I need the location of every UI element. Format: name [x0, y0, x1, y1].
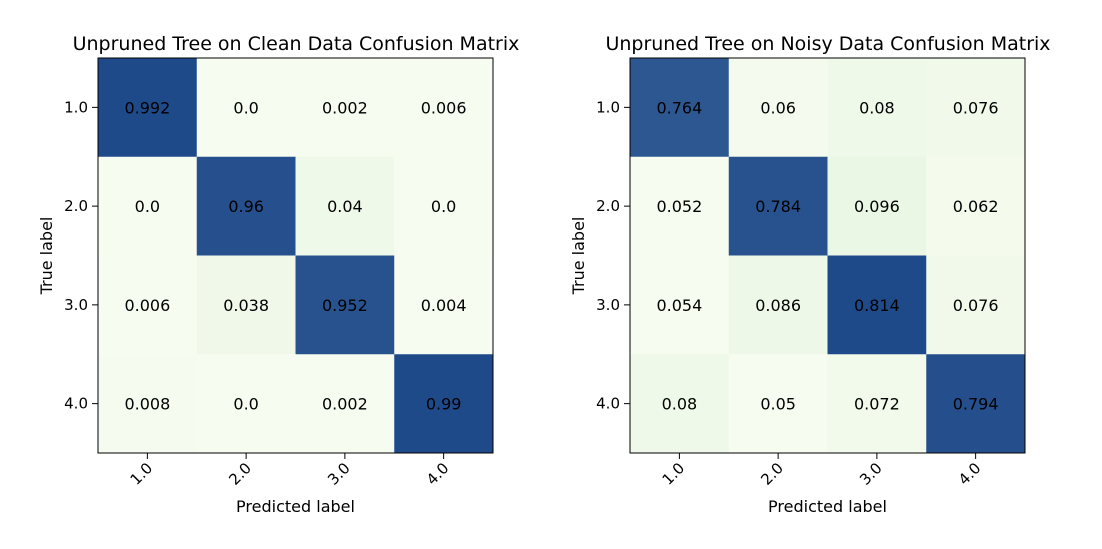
cell-value-label: 0.006 — [124, 296, 170, 315]
heatmap-cell — [98, 354, 198, 454]
cell-value-label: 0.054 — [656, 296, 702, 315]
y-tick-label: 4.0 — [596, 395, 620, 413]
cell-value-label: 0.794 — [953, 395, 999, 414]
x-tick-label: 4.0 — [423, 459, 453, 489]
cell-value-label: 0.06 — [760, 98, 796, 117]
heatmap-panel-1: Unpruned Tree on Clean Data Confusion Ma… — [37, 33, 519, 516]
cell-value-label: 0.096 — [854, 197, 900, 216]
cell-value-label: 0.0 — [135, 197, 160, 216]
heatmap-cell — [295, 354, 395, 454]
heatmap-cell — [196, 58, 296, 158]
plot-frame — [629, 57, 1026, 454]
heatmap-cell — [827, 255, 927, 355]
heatmap-cell — [728, 58, 828, 158]
cell-value-label: 0.08 — [859, 98, 895, 117]
cell-value-label: 0.04 — [327, 197, 363, 216]
cell-value-label: 0.062 — [953, 197, 999, 216]
heatmap-cell — [98, 255, 198, 355]
y-tick-label: 3.0 — [596, 296, 620, 314]
plot-frame — [97, 57, 494, 454]
x-tick-label: 3.0 — [324, 459, 354, 489]
y-tick-label: 1.0 — [64, 98, 88, 116]
heatmap-cell — [728, 156, 828, 256]
y-tick-label: 1.0 — [596, 98, 620, 116]
x-tick-label: 4.0 — [955, 459, 985, 489]
heatmap-panel-2: Unpruned Tree on Noisy Data Confusion Ma… — [569, 33, 1051, 516]
x-tick-label: 2.0 — [225, 459, 255, 489]
heatmap-cell — [394, 255, 494, 355]
y-tick-label: 3.0 — [64, 296, 88, 314]
x-axis-label: Predicted label — [236, 497, 355, 516]
chart-title: Unpruned Tree on Clean Data Confusion Ma… — [73, 33, 520, 55]
heatmap-cell — [827, 58, 927, 158]
cell-value-label: 0.076 — [953, 98, 999, 117]
cell-value-label: 0.0 — [233, 395, 258, 414]
heatmap-cell — [926, 255, 1026, 355]
heatmap-cell — [926, 58, 1026, 158]
cell-value-label: 0.038 — [223, 296, 269, 315]
heatmap-cell — [926, 354, 1026, 454]
cell-value-label: 0.814 — [854, 296, 900, 315]
heatmap-cell — [728, 255, 828, 355]
heatmap-cell — [295, 58, 395, 158]
x-tick-label: 1.0 — [127, 459, 157, 489]
cell-value-label: 0.0 — [233, 98, 258, 117]
heatmap-cell — [98, 156, 198, 256]
cell-value-label: 0.05 — [760, 395, 796, 414]
heatmap-cell — [394, 156, 494, 256]
y-tick-label: 2.0 — [596, 197, 620, 215]
cell-value-label: 0.764 — [656, 98, 702, 117]
heatmap-cell — [630, 354, 730, 454]
y-axis-label: True label — [37, 217, 56, 296]
heatmap-cell — [630, 255, 730, 355]
cell-value-label: 0.992 — [124, 98, 170, 117]
heatmap-cell — [295, 255, 395, 355]
y-tick-label: 4.0 — [64, 395, 88, 413]
heatmap-cell — [394, 354, 494, 454]
heatmap-cell — [926, 156, 1026, 256]
cell-value-label: 0.96 — [228, 197, 264, 216]
heatmap-cell — [98, 58, 198, 158]
heatmap-cell — [394, 58, 494, 158]
heatmap-cell — [196, 354, 296, 454]
x-tick-label: 2.0 — [757, 459, 787, 489]
heatmap-cell — [827, 354, 927, 454]
heatmap-cell — [630, 58, 730, 158]
cell-value-label: 0.99 — [426, 395, 462, 414]
chart-title: Unpruned Tree on Noisy Data Confusion Ma… — [605, 33, 1050, 55]
cell-value-label: 0.076 — [953, 296, 999, 315]
cell-value-label: 0.052 — [656, 197, 702, 216]
cell-value-label: 0.002 — [322, 395, 368, 414]
heatmap-cell — [728, 354, 828, 454]
heatmap-cell — [630, 156, 730, 256]
cell-value-label: 0.784 — [755, 197, 801, 216]
cell-value-label: 0.952 — [322, 296, 368, 315]
heatmap-cell — [196, 255, 296, 355]
y-axis-label: True label — [569, 217, 588, 296]
cell-value-label: 0.002 — [322, 98, 368, 117]
cell-value-label: 0.0 — [431, 197, 456, 216]
y-tick-label: 2.0 — [64, 197, 88, 215]
x-axis-label: Predicted label — [768, 497, 887, 516]
heatmap-cell — [827, 156, 927, 256]
cell-value-label: 0.072 — [854, 395, 900, 414]
x-tick-label: 3.0 — [856, 459, 886, 489]
heatmap-cell — [295, 156, 395, 256]
heatmap-cell — [196, 156, 296, 256]
cell-value-label: 0.08 — [662, 395, 698, 414]
cell-value-label: 0.006 — [421, 98, 467, 117]
x-tick-label: 1.0 — [659, 459, 689, 489]
cell-value-label: 0.086 — [755, 296, 801, 315]
cell-value-label: 0.008 — [124, 395, 170, 414]
cell-value-label: 0.004 — [421, 296, 467, 315]
